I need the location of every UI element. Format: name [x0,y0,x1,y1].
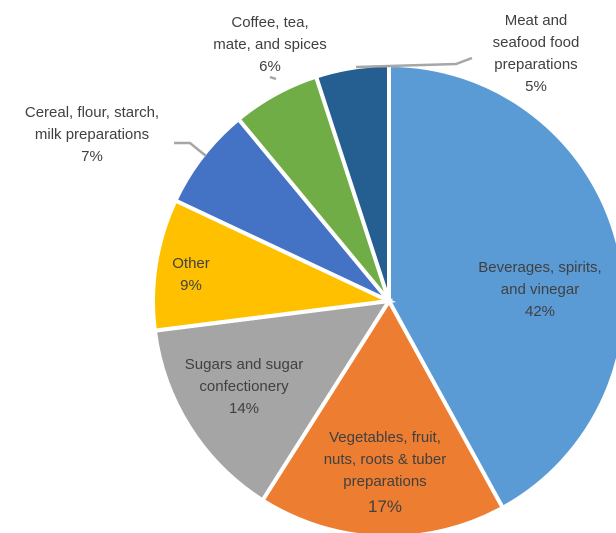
slice-percent: 17% [368,497,402,516]
slice-label-line: milk preparations [35,126,149,143]
pie-slice-2 [152,298,393,504]
slice-label-line: preparations [343,473,426,490]
slice-label-line: Cereal, flour, starch, [25,104,159,121]
slice-label-line: and vinegar [501,281,579,298]
slice-label-4: Cereal, flour, starch, milk preparations 7… [25,104,159,165]
slice-label-line: nuts, roots & tuber [324,451,447,468]
slice-label-1: Vegetables, fruit, nuts, roots & tuber pre… [324,429,447,516]
slice-label-line: Meat and [505,12,568,29]
slice-percent: 42% [525,303,555,320]
pie-slice-4 [172,116,391,303]
leader-line-5 [269,75,277,81]
slice-label-0: Beverages, spirits, and vinegar 42% [478,259,601,320]
slice-label-line: seafood food [493,34,580,51]
slice-percent: 9% [180,277,202,294]
slice-label-line: Other [172,255,210,272]
leader-line-4 [174,141,207,157]
pie-slice-3 [151,197,397,333]
slice-label-5: Coffee, tea, mate, and spices 6% [213,14,326,75]
slice-label-line: mate, and spices [213,36,326,53]
slice-label-2: Sugars and sugar confectionery 14% [185,356,303,417]
pie-slices [151,62,616,533]
pie-slice-1 [259,297,506,533]
slice-label-line: Sugars and sugar [185,356,303,373]
leader-line-6 [355,56,473,69]
slice-label-line: Beverages, spirits, [478,259,601,276]
slice-percent: 5% [525,78,547,95]
slice-labels: Beverages, spirits, and vinegar 42% Vegetab… [25,12,602,516]
slice-label-3: Other 9% [172,255,210,294]
slice-label-line: Coffee, tea, [231,14,308,31]
slice-percent: 14% [229,400,259,417]
slice-percent: 7% [81,148,103,165]
slice-label-line: confectionery [199,378,289,395]
leader-lines [174,56,473,157]
slice-label-6: Meat and seafood food preparations 5% [493,12,580,95]
slice-label-line: preparations [494,56,577,73]
slice-label-line: Vegetables, fruit, [329,429,441,446]
pie-slice-0 [387,62,616,511]
slice-percent: 6% [259,58,281,75]
